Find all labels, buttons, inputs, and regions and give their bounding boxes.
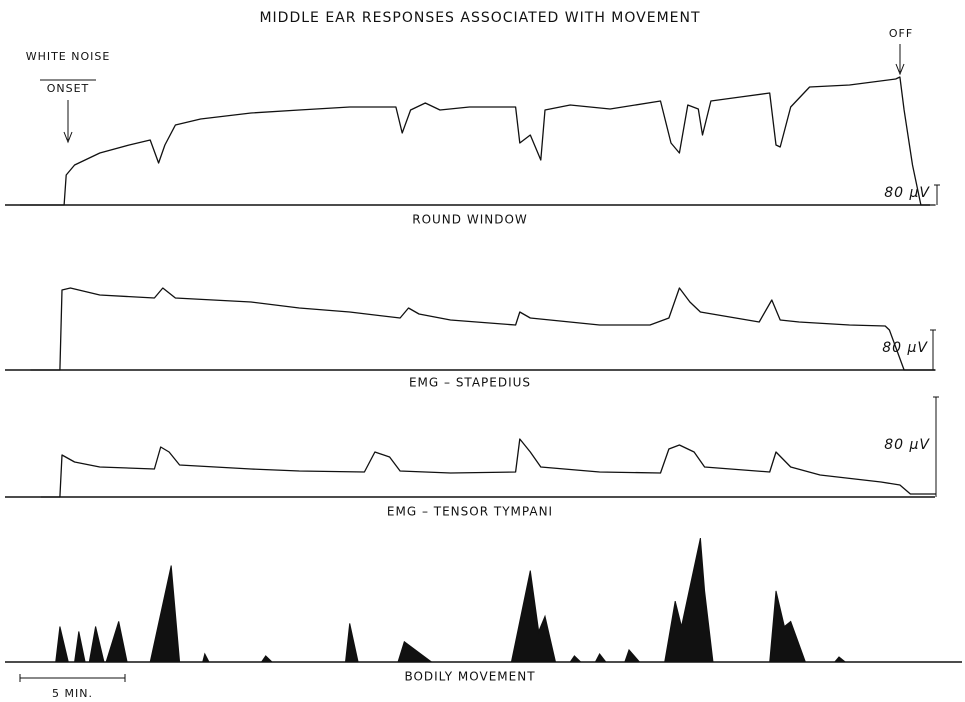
panel-label: ROUND WINDOW xyxy=(412,213,528,227)
scale-label: 80 µV xyxy=(884,437,930,453)
panel-label: BODILY MOVEMENT xyxy=(404,670,535,684)
scale-label: 80 µV xyxy=(884,185,930,201)
trace xyxy=(20,76,936,206)
panel-label: EMG – STAPEDIUS xyxy=(409,376,531,390)
time-bar-label: 5 MIN. xyxy=(52,687,93,700)
trace xyxy=(30,287,936,371)
onset-label: WHITE NOISE xyxy=(26,50,111,63)
figure-title: MIDDLE EAR RESPONSES ASSOCIATED WITH MOV… xyxy=(259,10,700,26)
movement-area xyxy=(9,537,961,663)
onset-label: ONSET xyxy=(47,82,90,95)
onset-arrowhead xyxy=(63,131,73,144)
off-arrowhead xyxy=(895,63,905,76)
trace xyxy=(41,438,936,498)
scale-label: 80 µV xyxy=(882,340,928,356)
panel-label: EMG – TENSOR TYMPANI xyxy=(387,505,553,519)
off-label: OFF xyxy=(889,27,913,40)
